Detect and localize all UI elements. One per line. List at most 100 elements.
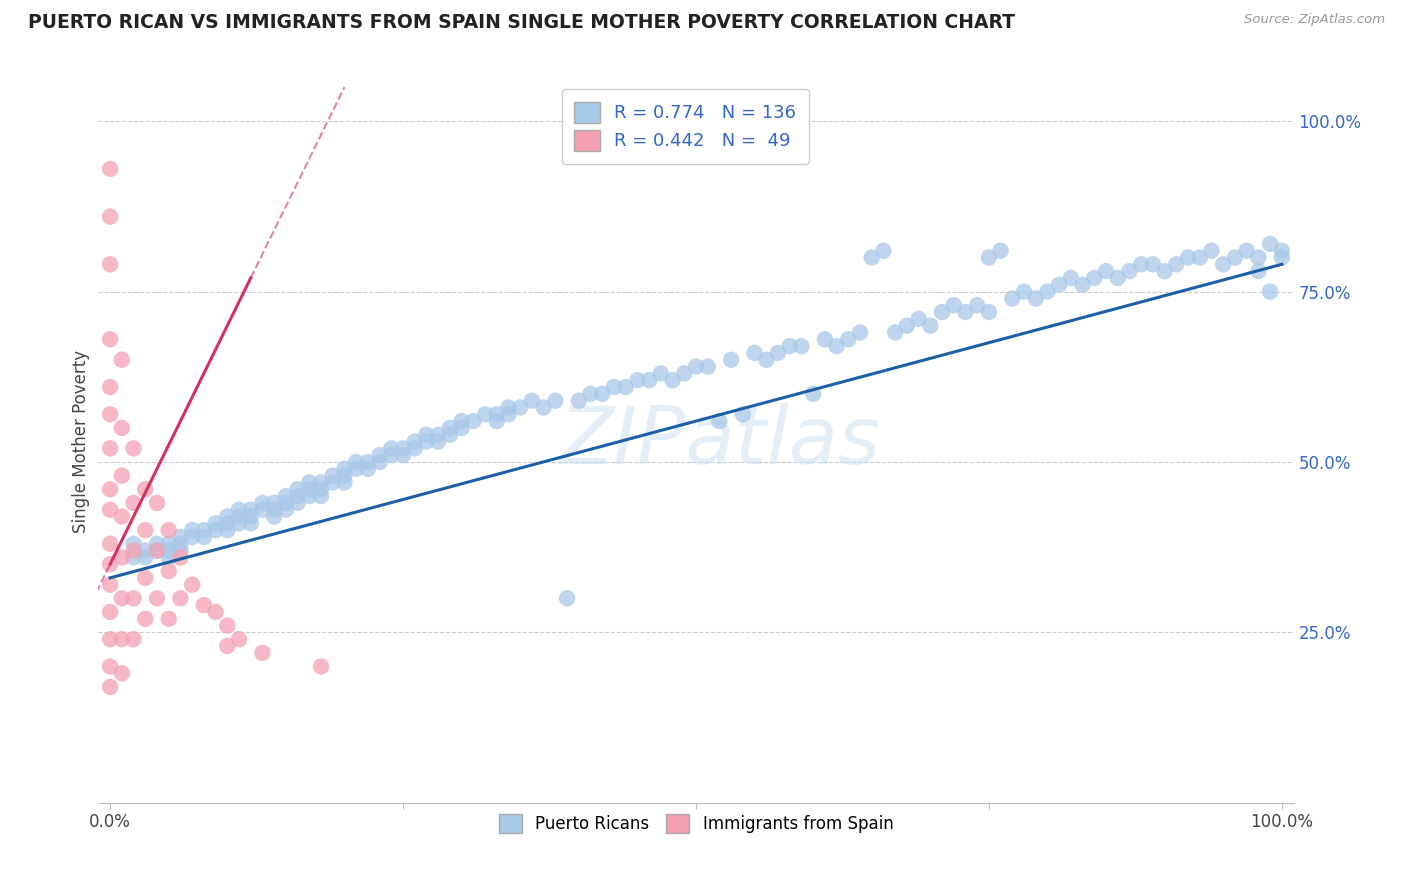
Point bbox=[790, 339, 813, 353]
Point bbox=[392, 442, 415, 456]
Point bbox=[134, 571, 156, 585]
Point bbox=[568, 393, 591, 408]
Point bbox=[298, 482, 321, 496]
Point bbox=[1083, 271, 1105, 285]
Point bbox=[111, 666, 134, 681]
Text: ZIPatlas: ZIPatlas bbox=[558, 402, 882, 481]
Point bbox=[1025, 292, 1047, 306]
Point bbox=[204, 523, 226, 537]
Point bbox=[111, 421, 134, 435]
Point bbox=[309, 659, 332, 673]
Point bbox=[920, 318, 942, 333]
Point bbox=[368, 455, 391, 469]
Point bbox=[344, 462, 367, 476]
Point bbox=[169, 591, 191, 606]
Point bbox=[98, 332, 121, 346]
Point bbox=[134, 523, 156, 537]
Point bbox=[169, 543, 191, 558]
Point bbox=[217, 618, 239, 632]
Point bbox=[603, 380, 626, 394]
Point bbox=[872, 244, 894, 258]
Point bbox=[252, 502, 274, 516]
Point bbox=[146, 496, 169, 510]
Point bbox=[1130, 257, 1153, 271]
Point bbox=[228, 509, 250, 524]
Point bbox=[309, 475, 332, 490]
Point bbox=[814, 332, 837, 346]
Point bbox=[122, 632, 145, 647]
Point bbox=[157, 550, 180, 565]
Point bbox=[766, 346, 789, 360]
Point bbox=[942, 298, 965, 312]
Text: PUERTO RICAN VS IMMIGRANTS FROM SPAIN SINGLE MOTHER POVERTY CORRELATION CHART: PUERTO RICAN VS IMMIGRANTS FROM SPAIN SI… bbox=[28, 13, 1015, 32]
Point bbox=[204, 605, 226, 619]
Point bbox=[157, 612, 180, 626]
Point bbox=[122, 537, 145, 551]
Point bbox=[1071, 277, 1094, 292]
Point bbox=[744, 346, 766, 360]
Point bbox=[404, 442, 426, 456]
Point bbox=[1247, 264, 1270, 278]
Point bbox=[274, 496, 297, 510]
Point bbox=[134, 612, 156, 626]
Point bbox=[122, 442, 145, 456]
Point bbox=[274, 489, 297, 503]
Point bbox=[263, 496, 285, 510]
Point bbox=[344, 455, 367, 469]
Point bbox=[1177, 251, 1199, 265]
Point bbox=[404, 434, 426, 449]
Point bbox=[98, 442, 121, 456]
Point bbox=[98, 680, 121, 694]
Point bbox=[309, 489, 332, 503]
Point bbox=[333, 462, 356, 476]
Point bbox=[427, 427, 450, 442]
Point bbox=[122, 591, 145, 606]
Point bbox=[837, 332, 859, 346]
Point bbox=[298, 489, 321, 503]
Point bbox=[860, 251, 883, 265]
Point bbox=[146, 537, 169, 551]
Point bbox=[614, 380, 637, 394]
Point bbox=[1047, 277, 1070, 292]
Point bbox=[157, 564, 180, 578]
Point bbox=[650, 367, 672, 381]
Point bbox=[1258, 236, 1281, 251]
Point bbox=[181, 523, 204, 537]
Point bbox=[801, 387, 824, 401]
Point bbox=[1153, 264, 1175, 278]
Point bbox=[591, 387, 613, 401]
Point bbox=[1012, 285, 1035, 299]
Point bbox=[204, 516, 226, 531]
Point bbox=[685, 359, 707, 374]
Point bbox=[157, 537, 180, 551]
Point bbox=[357, 455, 380, 469]
Point bbox=[98, 605, 121, 619]
Point bbox=[977, 305, 1000, 319]
Point bbox=[544, 393, 567, 408]
Point bbox=[907, 311, 929, 326]
Point bbox=[122, 550, 145, 565]
Point bbox=[98, 537, 121, 551]
Point bbox=[380, 448, 402, 462]
Point bbox=[193, 598, 215, 612]
Point bbox=[884, 326, 907, 340]
Point bbox=[228, 516, 250, 531]
Point bbox=[626, 373, 648, 387]
Point bbox=[1107, 271, 1129, 285]
Point bbox=[157, 543, 180, 558]
Point bbox=[509, 401, 531, 415]
Point bbox=[990, 244, 1012, 258]
Point bbox=[1060, 271, 1083, 285]
Point bbox=[98, 659, 121, 673]
Point bbox=[157, 523, 180, 537]
Point bbox=[661, 373, 683, 387]
Point bbox=[122, 496, 145, 510]
Point bbox=[1118, 264, 1140, 278]
Point bbox=[1223, 251, 1246, 265]
Point bbox=[357, 462, 380, 476]
Point bbox=[122, 543, 145, 558]
Point bbox=[825, 339, 848, 353]
Point bbox=[98, 482, 121, 496]
Point bbox=[485, 414, 508, 428]
Point bbox=[146, 543, 169, 558]
